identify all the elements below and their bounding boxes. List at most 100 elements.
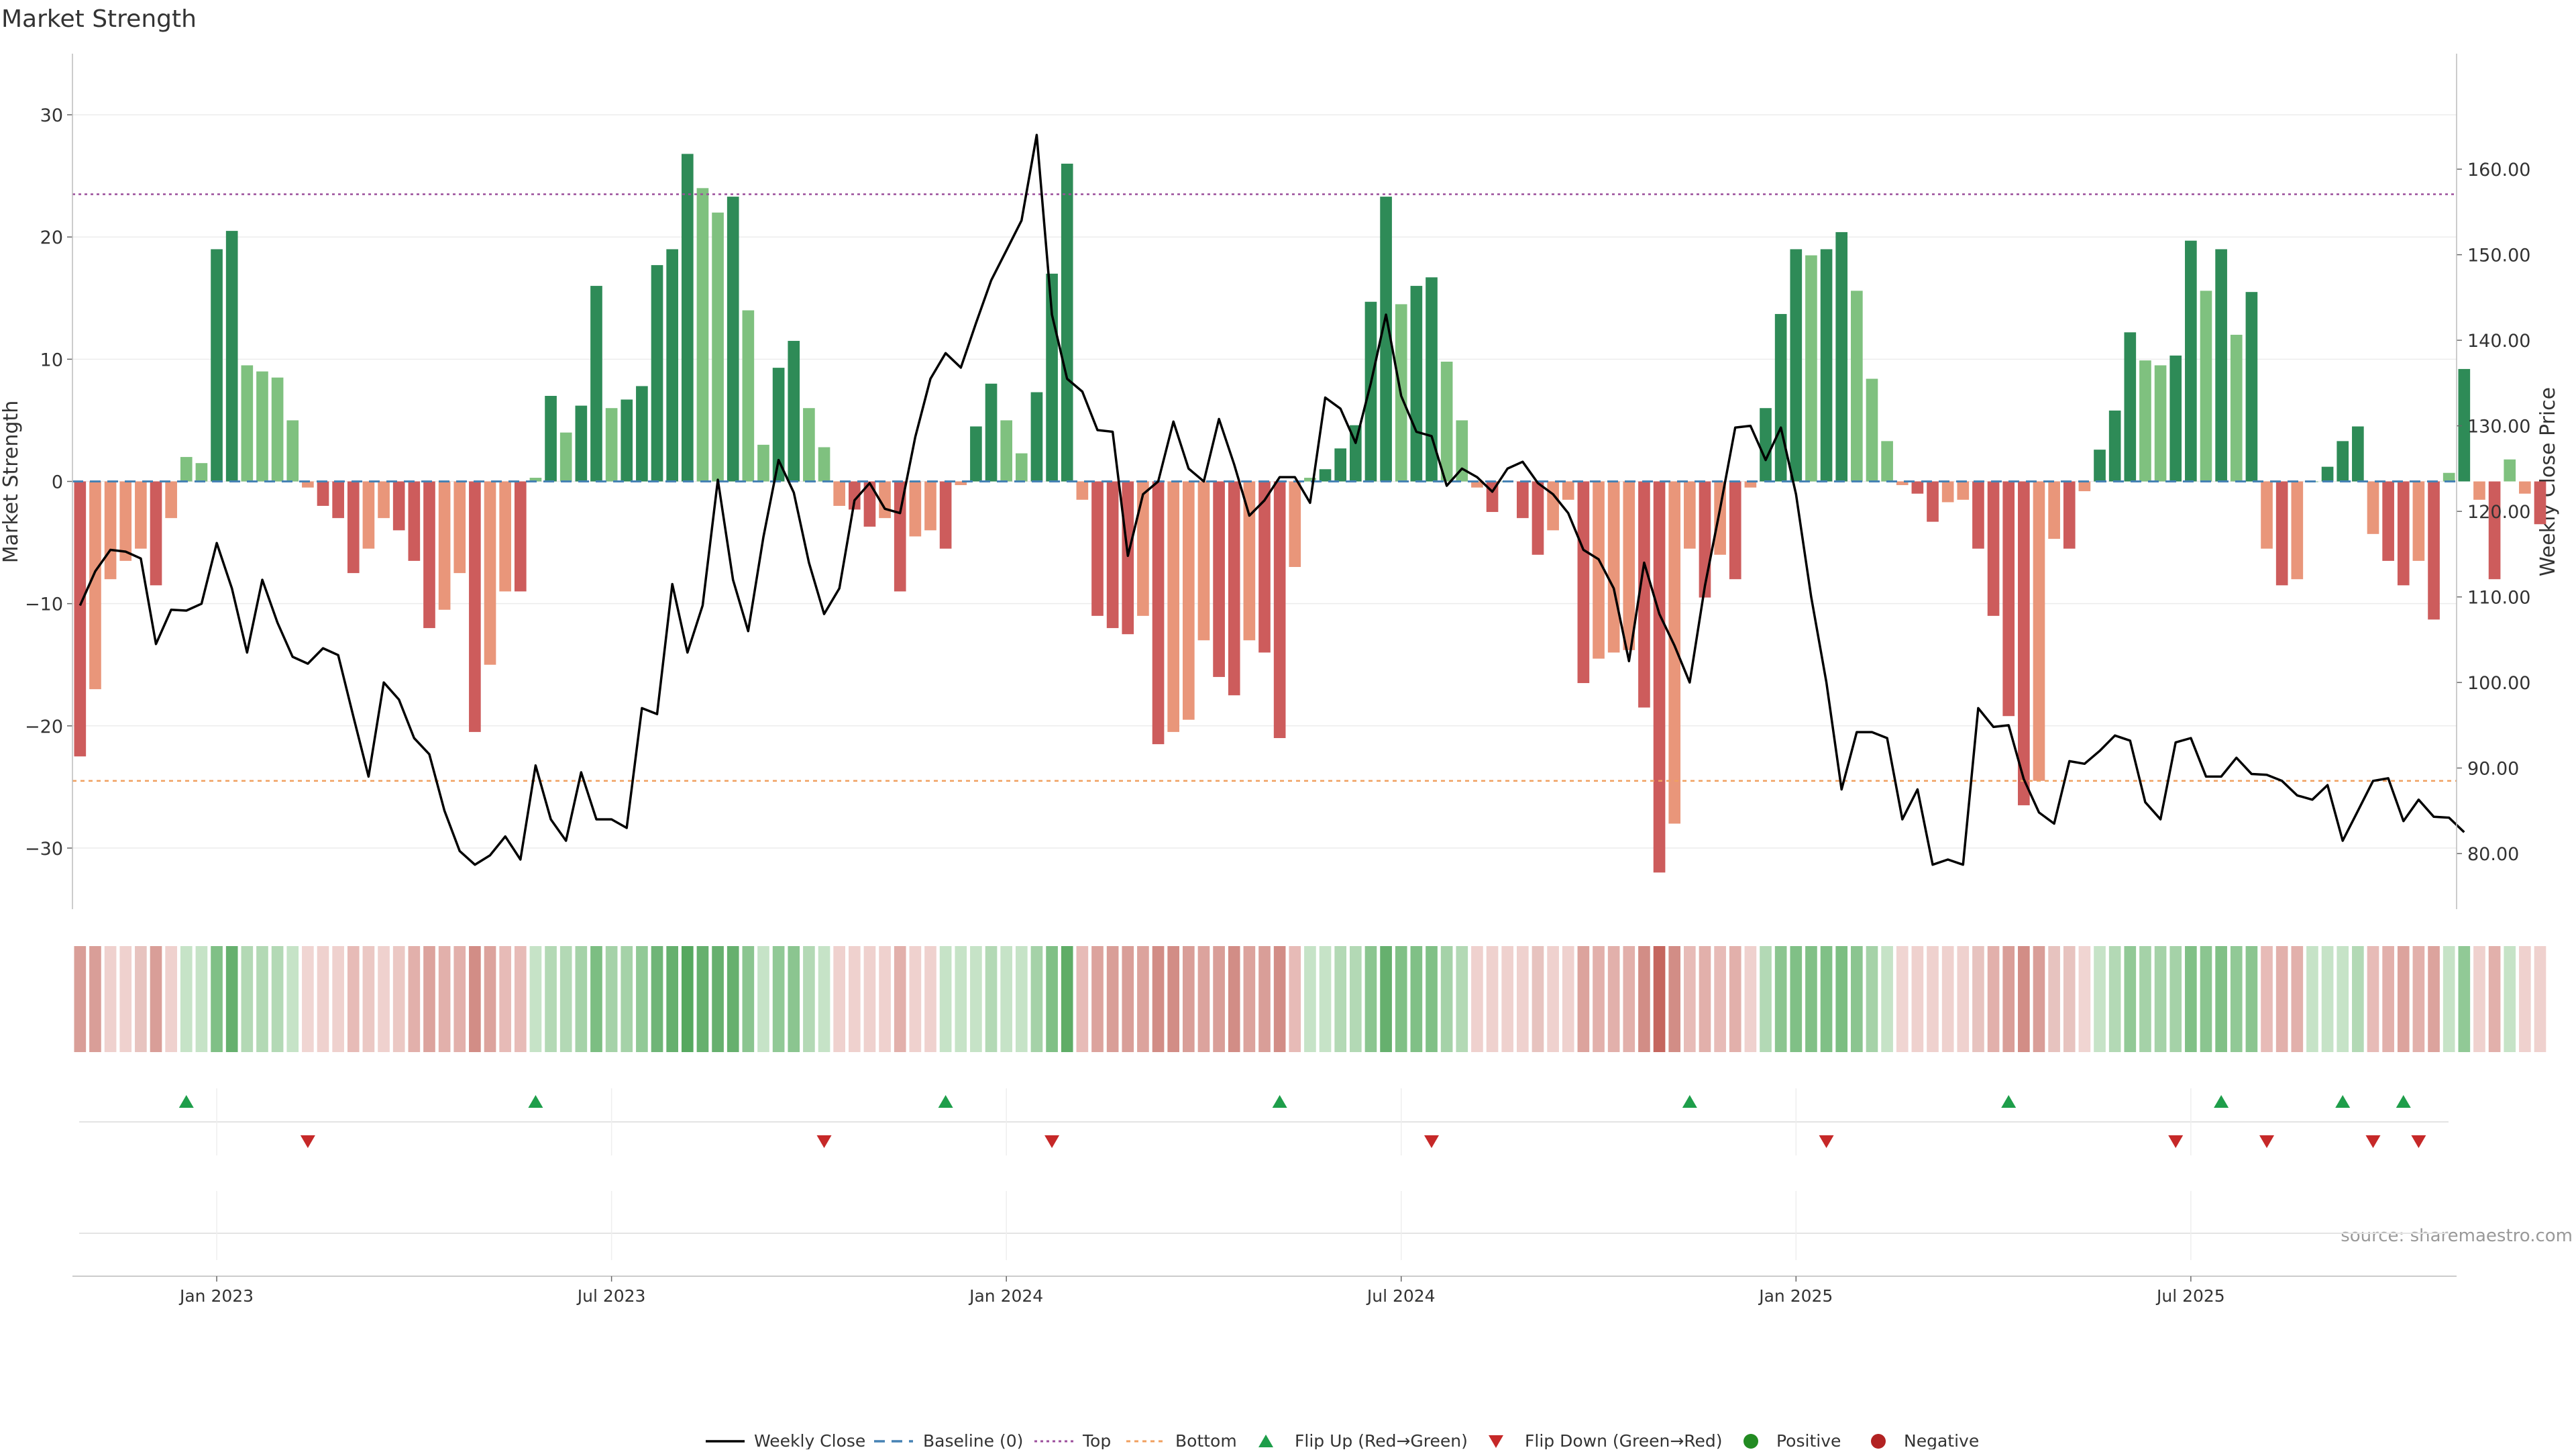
heat-cell	[1213, 946, 1225, 1052]
heat-cell	[757, 946, 769, 1052]
heat-cell	[195, 946, 208, 1052]
strength-bar	[894, 481, 906, 592]
heat-strip	[74, 946, 2546, 1052]
strength-bar	[1851, 291, 1863, 482]
strength-bar	[863, 481, 876, 527]
heat-cell	[1380, 946, 1392, 1052]
right-tick-label: 140.00	[2467, 331, 2530, 352]
heat-cell	[2063, 946, 2076, 1052]
strength-bar	[2428, 481, 2440, 620]
strength-bar	[2215, 249, 2227, 482]
right-tick-label: 100.00	[2467, 673, 2530, 694]
strength-bar	[803, 408, 815, 482]
flip-down-marker	[2365, 1135, 2381, 1148]
strength-bar	[636, 386, 648, 482]
heat-cell	[1395, 946, 1407, 1052]
right-tick-label: 160.00	[2467, 160, 2530, 180]
strength-bar	[104, 481, 117, 580]
heat-cell	[119, 946, 132, 1052]
heat-cell	[469, 946, 481, 1052]
flip-down-marker	[1819, 1135, 1834, 1148]
strength-bar	[2002, 481, 2015, 717]
legend: Weekly Close Baseline (0) Top Bottom Flip Up…	[706, 1431, 1979, 1451]
heat-cell	[484, 946, 496, 1052]
strength-bar	[924, 481, 936, 531]
heat-cell	[514, 946, 527, 1052]
heat-cell	[1030, 946, 1043, 1052]
heat-cell	[1167, 946, 1180, 1052]
strength-bar	[241, 365, 254, 482]
heat-cell	[423, 946, 435, 1052]
strength-bar	[1440, 362, 1453, 482]
strength-bar	[818, 447, 830, 482]
strength-bar	[2397, 481, 2410, 586]
strength-bar	[2321, 466, 2334, 482]
legend-label: Positive	[1776, 1431, 1841, 1449]
flip-down-marker	[300, 1135, 315, 1148]
heat-cell	[2124, 946, 2137, 1052]
strength-bar	[1106, 481, 1119, 629]
heat-cell	[2018, 946, 2030, 1052]
strength-bar	[1456, 420, 1468, 482]
heat-cell	[1927, 946, 1939, 1052]
heat-cell	[1000, 946, 1013, 1052]
strength-bar	[2352, 426, 2364, 482]
heat-cell	[939, 946, 952, 1052]
strength-bar	[727, 197, 739, 482]
strength-bar	[271, 377, 284, 482]
strength-bar	[1607, 481, 1620, 653]
flip-down-marker	[1424, 1135, 1440, 1148]
flip-up-marker	[1682, 1095, 1697, 1108]
x-axis: Jan 2023 Jul 2023 Jan 2024 Jul 2024 Jan 2025…	[72, 1276, 2457, 1306]
left-tick-label: −30	[25, 839, 63, 860]
strength-bar	[1653, 481, 1666, 873]
strength-bar	[150, 481, 162, 586]
strength-bar	[970, 426, 982, 482]
x-tick-label: Jan 2025	[1758, 1286, 1833, 1306]
heat-cell	[1957, 946, 1970, 1052]
x-tick-label: Jan 2023	[178, 1286, 254, 1306]
strength-bar	[74, 481, 87, 757]
strength-bar	[1623, 481, 1635, 650]
strength-bar	[1835, 231, 1848, 482]
strength-bar	[1577, 481, 1590, 684]
strength-bar	[2094, 450, 2106, 482]
heat-cell	[2382, 946, 2394, 1052]
bars-layer	[74, 154, 2546, 873]
strength-bar	[559, 432, 572, 482]
heat-cell	[2534, 946, 2546, 1052]
heat-cell	[1349, 946, 1362, 1052]
strength-bar	[605, 408, 618, 482]
heat-cell	[1471, 946, 1483, 1052]
legend-flip-down-swatch	[1489, 1435, 1503, 1448]
strength-bar	[1319, 469, 1332, 482]
strength-bar	[1744, 481, 1757, 488]
strength-bar	[1364, 301, 1377, 482]
heat-cell	[302, 946, 314, 1052]
heat-cell	[2306, 946, 2318, 1052]
heat-cell	[909, 946, 922, 1052]
strength-bar	[1729, 481, 1741, 580]
strength-bar	[347, 481, 360, 574]
heat-cell	[347, 946, 360, 1052]
heat-cell	[1243, 946, 1256, 1052]
strength-bar	[1972, 481, 1984, 549]
strength-bar	[1927, 481, 1939, 522]
strength-bar	[332, 481, 344, 519]
heat-cell	[2154, 946, 2167, 1052]
heat-cell	[2185, 946, 2197, 1052]
heat-cell	[545, 946, 557, 1052]
right-tick-label: 120.00	[2467, 502, 2530, 523]
heat-cell	[529, 946, 542, 1052]
strength-bar	[378, 481, 390, 519]
heat-cell	[605, 946, 618, 1052]
heat-cell	[2094, 946, 2106, 1052]
heat-cell	[772, 946, 785, 1052]
heat-cell	[2215, 946, 2227, 1052]
flip-up-marker	[938, 1095, 953, 1108]
right-tick-label: 130.00	[2467, 417, 2530, 437]
strength-bar	[2382, 481, 2394, 561]
legend-label: Flip Up (Red→Green)	[1295, 1431, 1468, 1449]
flip-up-marker	[1272, 1095, 1287, 1108]
